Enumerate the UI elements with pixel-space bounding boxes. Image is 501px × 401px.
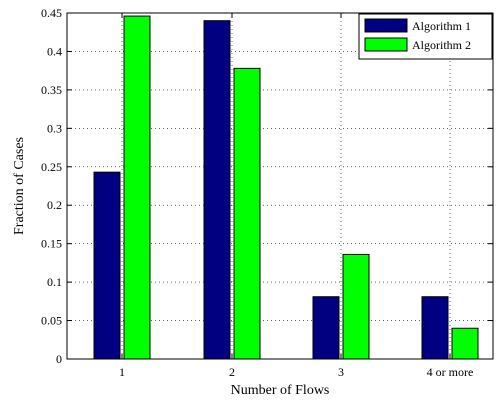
bar-algorithm-1-1 [93, 171, 121, 360]
x-axis-title: Number of Flows [231, 383, 330, 398]
grid-layer [67, 13, 493, 359]
bars-layer [93, 15, 479, 360]
x-tick-label-4-or-more: 4 or more [427, 365, 474, 379]
y-tick-label: 0.1 [47, 275, 62, 289]
y-tick-label: 0 [56, 352, 62, 366]
tick-labels-layer: 0 0.05 0.1 0.15 0.2 0.25 0.3 0.35 0.4 0.45 1 2 3 4 or… [41, 6, 473, 379]
y-tick-label: 0.3 [47, 121, 62, 135]
x-tick-label-1: 1 [119, 365, 125, 379]
legend-swatch-algorithm-1 [364, 18, 408, 33]
bar-algorithm-2-4-or-more [451, 327, 479, 360]
legend-label-algorithm-1: Algorithm 1 [412, 19, 471, 33]
bar-algorithm-1-2 [203, 20, 231, 360]
y-tick-label: 0.05 [41, 314, 62, 328]
x-tick-label-2: 2 [229, 365, 235, 379]
bar-algorithm-2-1 [123, 15, 151, 360]
y-tick-label: 0.15 [41, 237, 62, 251]
y-tick-label: 0.45 [41, 6, 62, 20]
bar-algorithm-1-4-or-more [421, 296, 449, 360]
y-tick-label: 0.35 [41, 83, 62, 97]
y-tick-label: 0.25 [41, 160, 62, 174]
bar-algorithm-1-3 [312, 296, 340, 360]
x-tick-label-3: 3 [338, 365, 344, 379]
plot-frame [66, 12, 494, 360]
y-tick-label: 0.2 [47, 198, 62, 212]
bar-algorithm-2-3 [342, 253, 370, 360]
legend-label-algorithm-2: Algorithm 2 [412, 38, 471, 52]
y-axis-title: Fraction of Cases [12, 137, 27, 235]
legend: Algorithm 1 Algorithm 2 [358, 13, 493, 60]
y-tick-label: 0.4 [47, 44, 62, 58]
legend-swatch-algorithm-2 [364, 37, 408, 52]
bar-algorithm-2-2 [233, 67, 261, 360]
